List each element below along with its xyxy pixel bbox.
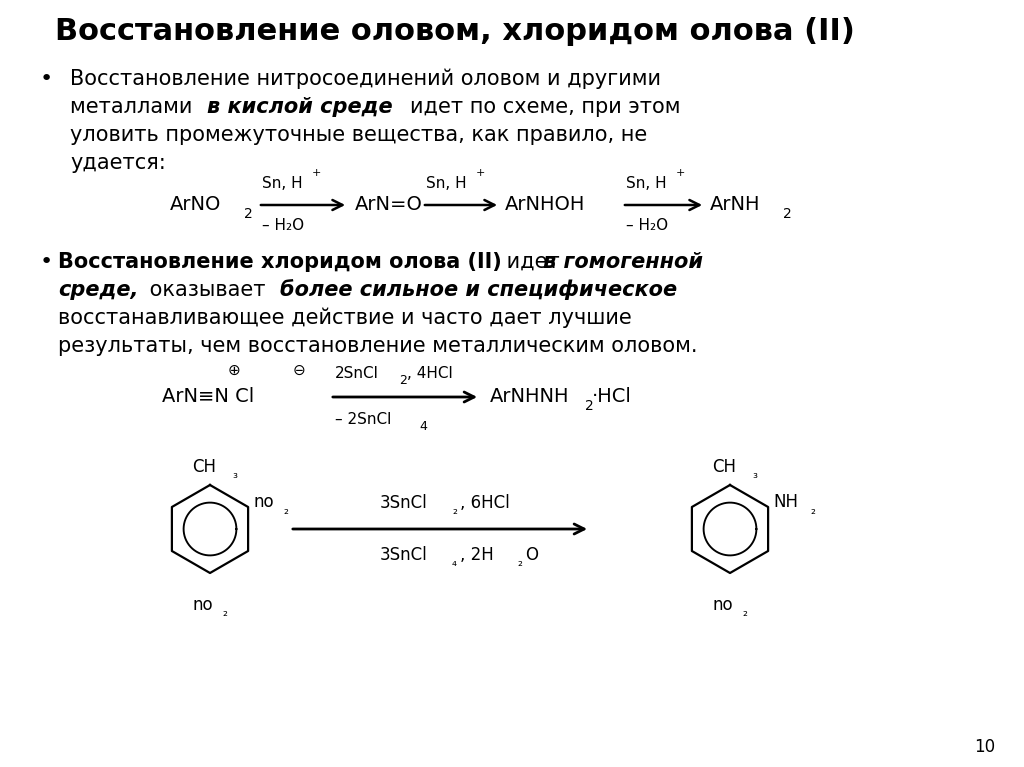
Text: среде,: среде, [58, 280, 138, 300]
Text: no: no [193, 596, 213, 614]
Text: CH: CH [712, 458, 736, 476]
Text: 2: 2 [244, 207, 253, 221]
Text: ArN=O: ArN=O [355, 196, 423, 215]
Text: ₂: ₂ [810, 503, 815, 516]
Text: Восстановление нитросоединений оловом и другими: Восстановление нитросоединений оловом и … [70, 69, 662, 89]
Text: ArNH: ArNH [710, 196, 761, 215]
Text: 3SnCl: 3SnCl [380, 494, 428, 512]
Text: идет по схеме, при этом: идет по схеме, при этом [410, 97, 681, 117]
Text: Восстановление оловом, хлоридом олова (II): Восстановление оловом, хлоридом олова (I… [55, 18, 855, 47]
Text: ₂: ₂ [452, 505, 457, 518]
Text: ₂: ₂ [742, 607, 746, 620]
Text: no: no [712, 596, 732, 614]
Text: , 2H: , 2H [460, 546, 494, 564]
Text: , 4HCl: , 4HCl [407, 367, 453, 381]
Text: ₃: ₃ [232, 469, 237, 482]
Text: ⊕: ⊕ [228, 363, 241, 377]
Text: O: O [525, 546, 538, 564]
Text: no: no [253, 493, 273, 511]
Text: , 6HCl: , 6HCl [460, 494, 510, 512]
Text: Sn, H: Sn, H [262, 176, 303, 190]
Text: удается:: удается: [70, 153, 166, 173]
Text: 2: 2 [585, 399, 594, 413]
Text: ₂: ₂ [517, 557, 522, 570]
Text: +: + [312, 168, 322, 178]
Text: – 2SnCl: – 2SnCl [335, 413, 391, 427]
Text: 2: 2 [783, 207, 792, 221]
Text: в гомогенной: в гомогенной [543, 252, 703, 272]
Text: ArNHNH: ArNHNH [490, 387, 569, 407]
Text: Восстановление хлоридом олова (II): Восстановление хлоридом олова (II) [58, 252, 502, 272]
Text: уловить промежуточные вещества, как правило, не: уловить промежуточные вещества, как прав… [70, 125, 647, 145]
Text: 2: 2 [399, 374, 407, 387]
Text: ₄: ₄ [452, 557, 457, 570]
Text: восстанавливающее действие и часто дает лучшие: восстанавливающее действие и часто дает … [58, 308, 632, 328]
Text: идет: идет [500, 252, 566, 272]
Text: 2SnCl: 2SnCl [335, 367, 379, 381]
Text: ArN≡N Cl: ArN≡N Cl [162, 387, 254, 407]
Text: ·HCl: ·HCl [592, 387, 632, 407]
Text: ⊖: ⊖ [293, 363, 306, 377]
Text: •: • [40, 69, 53, 89]
Text: +: + [476, 168, 485, 178]
Text: NH: NH [773, 493, 798, 511]
Text: Sn, H: Sn, H [626, 176, 667, 190]
Text: ₃: ₃ [752, 469, 757, 482]
Text: +: + [676, 168, 685, 178]
Text: более сильное и специфическое: более сильное и специфическое [280, 279, 677, 301]
Text: CH: CH [193, 458, 216, 476]
Text: 10: 10 [974, 738, 995, 756]
Text: ArNO: ArNO [170, 196, 221, 215]
Text: в кислой среде: в кислой среде [207, 97, 392, 117]
Text: – H₂O: – H₂O [262, 219, 304, 233]
Text: 3SnCl: 3SnCl [380, 546, 428, 564]
Text: – H₂O: – H₂O [626, 219, 668, 233]
Text: •: • [40, 252, 53, 272]
Text: Sn, H: Sn, H [426, 176, 467, 190]
Text: ₂: ₂ [283, 503, 288, 516]
Text: ₂: ₂ [222, 607, 227, 620]
Text: металлами: металлами [70, 97, 199, 117]
Text: оказывает: оказывает [143, 280, 272, 300]
Text: ArNHOH: ArNHOH [505, 196, 586, 215]
Text: 4: 4 [419, 420, 427, 433]
Text: результаты, чем восстановление металлическим оловом.: результаты, чем восстановление металличе… [58, 336, 697, 356]
